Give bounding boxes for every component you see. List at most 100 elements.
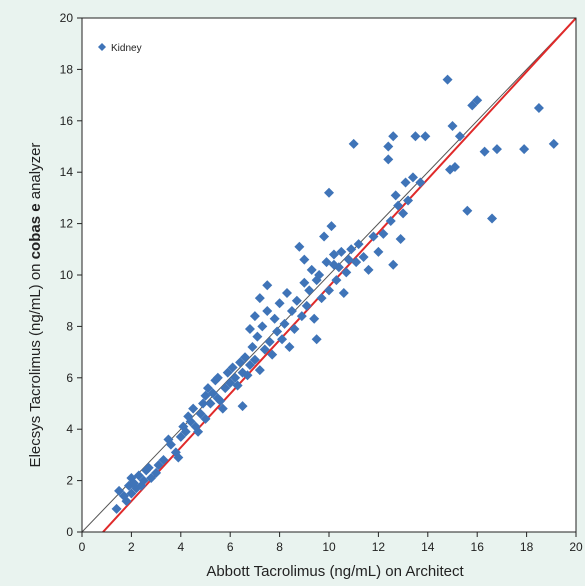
data-point — [232, 380, 243, 391]
x-tick-label: 18 — [520, 540, 534, 554]
data-point — [328, 259, 339, 270]
data-point — [180, 426, 191, 437]
data-point — [479, 146, 490, 157]
data-point — [222, 367, 233, 378]
data-point — [467, 100, 478, 111]
data-point — [126, 488, 137, 499]
data-point — [403, 195, 414, 206]
data-point — [254, 365, 265, 376]
data-point — [240, 352, 251, 363]
data-point — [314, 270, 325, 280]
data-point — [348, 138, 359, 149]
data-point — [185, 416, 196, 427]
data-point — [215, 395, 226, 406]
data-point — [311, 334, 322, 345]
y-tick-label: 14 — [60, 165, 74, 179]
data-point — [393, 200, 404, 211]
plot-frame — [81, 17, 577, 533]
data-point — [301, 300, 312, 311]
x-tick-label: 12 — [372, 540, 386, 554]
data-point — [407, 172, 418, 183]
x-axis-title: Abbott Tacrolimus (ng/mL) on Architect — [206, 563, 464, 580]
data-point — [207, 388, 218, 399]
regression-line — [102, 18, 576, 532]
data-point — [188, 403, 199, 414]
x-tick-label: 4 — [177, 540, 184, 554]
data-point — [247, 341, 258, 352]
data-point — [143, 462, 154, 473]
data-point — [472, 95, 483, 106]
data-point — [400, 177, 411, 188]
data-point — [254, 293, 265, 304]
data-point — [262, 280, 273, 291]
data-point — [415, 177, 426, 188]
data-point — [235, 357, 246, 368]
data-point — [175, 431, 186, 442]
data-point — [388, 259, 399, 270]
data-point — [237, 401, 248, 412]
data-point — [390, 190, 401, 201]
legend-marker-kidney — [98, 43, 106, 51]
x-tick-label: 6 — [227, 540, 234, 554]
legend-label-kidney: Kidney — [111, 43, 142, 54]
data-point — [338, 287, 349, 298]
data-point — [306, 264, 317, 275]
data-point — [346, 244, 357, 255]
data-point — [519, 144, 530, 155]
data-point — [368, 231, 379, 242]
data-point — [195, 408, 206, 419]
data-point — [299, 254, 310, 265]
y-tick-label: 16 — [60, 114, 74, 128]
data-point — [118, 491, 129, 502]
data-point — [230, 372, 241, 383]
data-point — [277, 334, 288, 345]
data-point — [341, 267, 352, 278]
data-point — [383, 154, 394, 165]
data-point — [252, 331, 263, 342]
data-point — [336, 246, 347, 257]
y-axis-ticks: 0 2 4 6 8 10 12 14 16 18 20 — [60, 11, 82, 539]
legend: Kidney — [98, 43, 142, 54]
y-tick-label: 2 — [66, 474, 73, 488]
data-point — [289, 323, 300, 334]
data-point — [331, 275, 342, 286]
data-point — [244, 323, 255, 334]
y-tick-label: 20 — [60, 11, 74, 25]
data-point — [158, 455, 169, 466]
data-point — [249, 311, 260, 322]
y-tick-label: 18 — [60, 62, 74, 76]
x-axis-ticks: 0 2 4 6 8 10 12 14 16 18 20 — [79, 532, 583, 554]
data-point — [296, 311, 307, 322]
data-point — [548, 138, 559, 149]
data-point — [205, 398, 216, 409]
data-point — [259, 344, 270, 355]
data-point — [373, 246, 384, 257]
data-point — [121, 496, 132, 507]
data-point — [319, 231, 330, 242]
x-tick-label: 14 — [421, 540, 435, 554]
data-point — [326, 221, 337, 232]
data-point — [385, 216, 396, 227]
y-tick-label: 6 — [66, 371, 73, 385]
data-point — [200, 413, 211, 424]
data-point — [227, 362, 238, 373]
data-point — [487, 213, 498, 224]
data-point — [388, 131, 399, 142]
data-point — [420, 131, 431, 142]
data-point — [410, 131, 421, 142]
data-point — [114, 485, 125, 496]
data-point — [264, 336, 275, 347]
data-point — [272, 326, 283, 337]
data-point — [242, 370, 253, 381]
data-point — [153, 460, 164, 471]
y-tick-label: 0 — [66, 525, 73, 539]
x-tick-label: 8 — [276, 540, 283, 554]
data-point — [193, 426, 204, 437]
data-point — [291, 295, 302, 306]
data-point — [262, 305, 273, 316]
x-tick-label: 16 — [471, 540, 485, 554]
data-point — [491, 144, 502, 155]
data-point — [462, 205, 473, 216]
data-point — [151, 467, 162, 478]
data-point — [449, 162, 460, 173]
